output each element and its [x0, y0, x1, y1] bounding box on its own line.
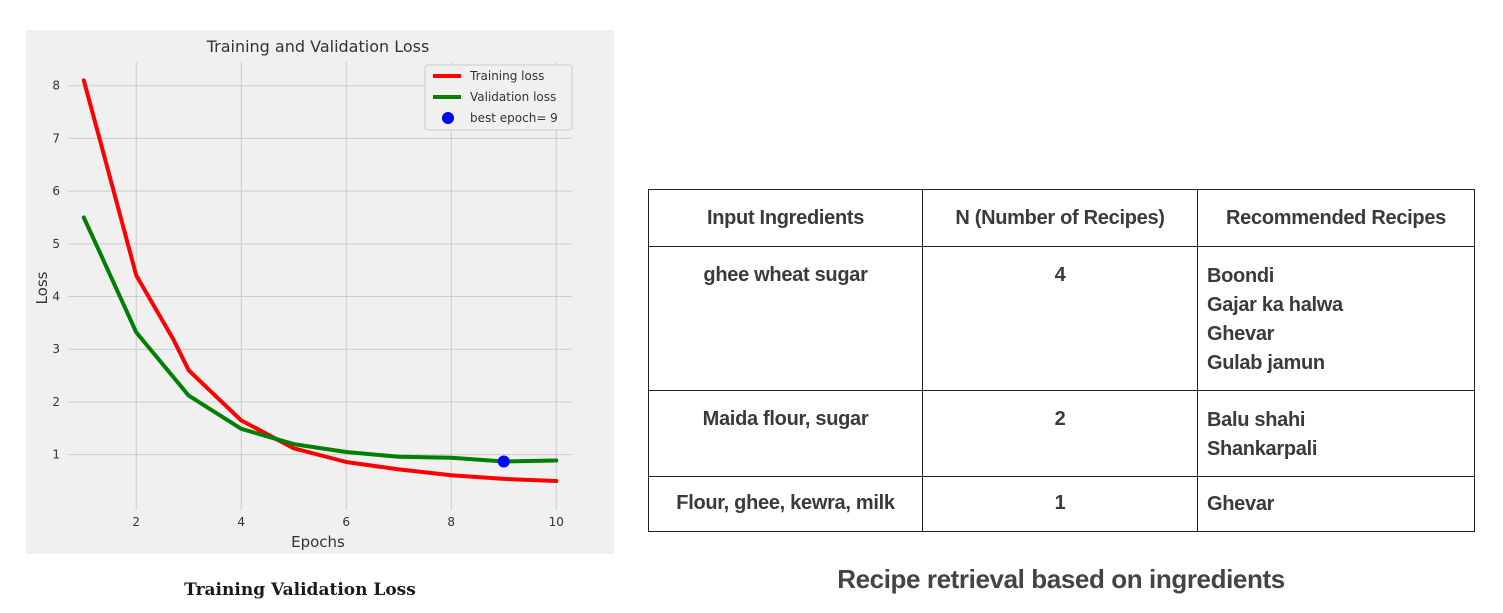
count-text: 4	[1054, 264, 1066, 286]
count-text: 1	[1054, 492, 1066, 514]
recipes-cell: Balu shahi Shankarpali	[1197, 390, 1475, 477]
chart-markers	[497, 455, 510, 468]
legend-label-training: Training loss	[469, 69, 544, 83]
training-loss-line	[81, 78, 559, 483]
recipes-cell: Boondi Gajar ka halwa Ghevar Gulab jamun	[1197, 246, 1475, 391]
recipe-item: Ghevar	[1207, 323, 1275, 345]
figure-caption: Training Validation Loss	[184, 580, 416, 600]
recipe-item: Gulab jamun	[1207, 352, 1325, 374]
validation-loss-line	[81, 215, 559, 464]
y-tick-label: 8	[52, 79, 60, 93]
count-cell: 4	[922, 246, 1198, 391]
ingredients-cell: ghee wheat sugar	[648, 246, 923, 391]
legend-label-best-epoch: best epoch= 9	[470, 111, 558, 125]
y-tick-label: 3	[52, 342, 60, 356]
ingredients-cell: Maida flour, sugar	[648, 390, 923, 477]
chart-series	[81, 78, 559, 483]
ingredients-text: Maida flour, sugar	[702, 408, 869, 430]
chart-title: Training and Validation Loss	[206, 37, 430, 56]
x-tick-label: 8	[447, 515, 455, 529]
recipe-item: Ghevar	[1207, 493, 1275, 515]
y-tick-label: 7	[52, 131, 60, 145]
header-input-ingredients: Input Ingredients	[648, 189, 923, 247]
x-axis-label: Epochs	[291, 533, 345, 551]
ingredients-text: ghee wheat sugar	[703, 264, 868, 286]
x-tick-label: 10	[549, 515, 564, 529]
recipe-item: Gajar ka halwa	[1207, 294, 1343, 316]
recipe-item: Boondi	[1207, 265, 1275, 287]
recipe-item: Shankarpali	[1207, 438, 1318, 460]
table-row: Flour, ghee, kewra, milk 1 Ghevar	[648, 476, 1475, 532]
legend-swatch-best-epoch	[442, 112, 454, 124]
ingredients-text: Flour, ghee, kewra, milk	[676, 492, 895, 514]
legend-label-validation: Validation loss	[470, 90, 556, 104]
table-caption: Recipe retrieval based on ingredients	[837, 564, 1285, 594]
table-row: Maida flour, sugar 2 Balu shahi Shankarp…	[648, 390, 1475, 477]
count-cell: 1	[922, 476, 1198, 532]
y-axis-label: Loss	[33, 271, 51, 304]
best-epoch-marker	[497, 455, 510, 468]
recipes-cell: Ghevar	[1197, 476, 1475, 532]
y-tick-label: 6	[52, 184, 60, 198]
y-tick-label: 4	[52, 290, 60, 304]
table-row: ghee wheat sugar 4 Boondi Gajar ka halwa…	[648, 246, 1475, 391]
header-number-of-recipes: N (Number of Recipes)	[922, 189, 1198, 247]
x-tick-label: 4	[237, 515, 245, 529]
count-text: 2	[1054, 408, 1066, 430]
recipe-table: Input Ingredients N (Number of Recipes) …	[648, 189, 1475, 532]
x-tick-label: 6	[342, 515, 350, 529]
table-header-row: Input Ingredients N (Number of Recipes) …	[648, 189, 1475, 247]
y-tick-label: 1	[52, 448, 60, 462]
chart-legend: Training loss Validation loss best epoch…	[424, 64, 573, 131]
recipe-item: Balu shahi	[1207, 409, 1306, 431]
legend-box	[424, 64, 573, 131]
x-tick-label: 2	[132, 515, 140, 529]
y-tick-label: 2	[52, 395, 60, 409]
y-tick-label: 5	[52, 237, 60, 251]
header-recommended-recipes: Recommended Recipes	[1197, 189, 1475, 247]
count-cell: 2	[922, 390, 1198, 477]
ingredients-cell: Flour, ghee, kewra, milk	[648, 476, 923, 532]
